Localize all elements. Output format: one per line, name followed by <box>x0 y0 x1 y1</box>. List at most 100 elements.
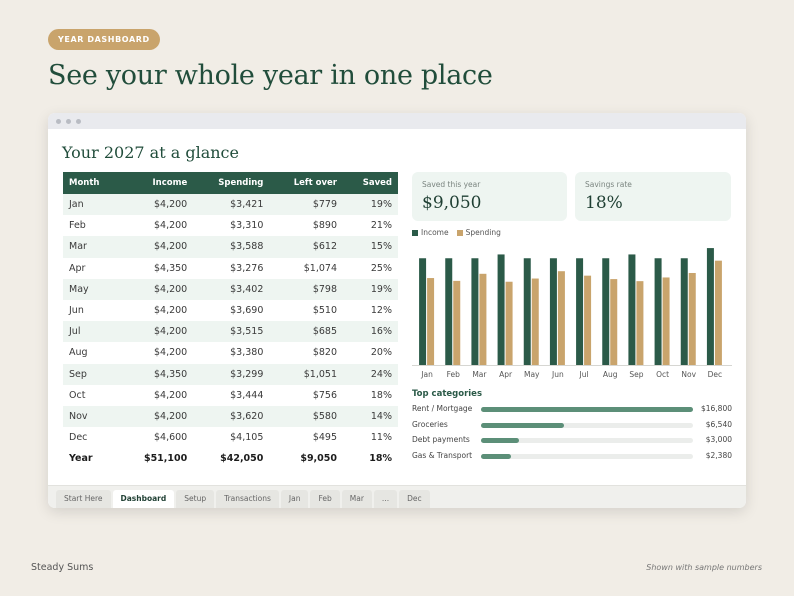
savings-rate-card: Savings rate 18% <box>575 172 731 221</box>
table-cell: $820 <box>312 347 337 359</box>
table-cell: $612 <box>269 236 343 258</box>
tab-dec[interactable]: Dec <box>399 490 430 508</box>
spending-bar-may <box>531 278 539 365</box>
total-cell: $9,050 <box>269 448 343 470</box>
income-bar-jan <box>419 258 427 365</box>
savings-rate-value: 18% <box>585 193 623 213</box>
category-bar-track <box>481 407 693 412</box>
app-window: Your 2027 at a glance Month Income Spend… <box>48 113 746 508</box>
spending-bar-jul <box>584 275 592 365</box>
table-row: Aug $4,200 $3,380 $820 20% <box>63 342 398 363</box>
table-cell: 24% <box>343 363 398 385</box>
category-name: Debt payments <box>412 435 470 444</box>
x-tick-label: Dec <box>708 370 723 379</box>
x-tick-label: Aug <box>603 370 618 379</box>
table-cell: $4,200 <box>119 405 194 428</box>
chart-legend: Income Spending <box>412 228 501 237</box>
income-bar-mar <box>471 258 479 365</box>
tab-start-here[interactable]: Start Here <box>56 490 111 508</box>
table-cell: $3,421 <box>193 194 270 216</box>
table-cell: 21% <box>370 220 392 232</box>
column-header-spending: Spending <box>193 172 270 194</box>
table-cell: Nov <box>63 405 120 428</box>
table-cell: $1,074 <box>303 262 337 274</box>
table-cell: $4,200 <box>119 194 194 216</box>
table-cell: $890 <box>312 220 337 232</box>
spending-bar-jan <box>427 278 435 365</box>
tab-more[interactable]: ... <box>373 490 398 508</box>
window-titlebar <box>48 113 746 129</box>
table-cell: Jul <box>63 321 120 343</box>
table-cell: May <box>63 278 120 300</box>
table-cell: $3,310 <box>230 220 264 232</box>
income-swatch-icon <box>412 229 418 236</box>
table-cell: $3,515 <box>193 321 270 343</box>
brand-name: Steady Sums <box>31 562 94 573</box>
income-spending-chart: Jan Feb Mar Apr May Jun Jul Aug Sep Oct Nov Dec <box>412 248 732 379</box>
table-row: Feb $4,200 $3,310 $890 21% <box>63 215 398 236</box>
column-header-income: Income <box>119 172 194 194</box>
table-cell: $4,200 <box>119 321 194 343</box>
tab-setup[interactable]: Setup <box>176 490 215 508</box>
table-cell: 15% <box>343 236 398 258</box>
table-cell: $3,588 <box>193 236 270 258</box>
category-bar-fill <box>481 422 564 428</box>
table-row: Dec $4,600 $4,105 $495 11% <box>63 427 398 448</box>
column-header-saved: Saved <box>343 172 398 194</box>
x-tick-label: Oct <box>656 370 669 379</box>
table-row: Oct $4,200 $3,444 $756 18% <box>63 385 398 406</box>
table-cell: 16% <box>343 321 398 343</box>
table-cell: 18% <box>370 389 392 401</box>
table-row: Jul $4,200 $3,515 $685 16% <box>63 321 398 343</box>
table-cell: $3,620 <box>193 405 270 428</box>
table-row: Jan $4,200 $3,421 $779 19% <box>63 194 398 216</box>
income-bar-sep <box>628 254 636 365</box>
sample-note: Shown with sample numbers <box>646 563 762 572</box>
table-cell: $798 <box>269 278 343 300</box>
total-cell: 18% <box>343 448 398 470</box>
income-bar-oct <box>654 258 662 365</box>
income-bar-jul <box>576 258 584 365</box>
table-cell: $1,051 <box>269 363 343 385</box>
category-amount: $6,540 <box>705 419 732 429</box>
spending-bar-mar <box>479 273 487 365</box>
year-dashboard-badge: YEAR DASHBOARD <box>48 29 160 50</box>
table-cell: Aug <box>69 347 88 359</box>
x-tick-label: Nov <box>681 370 696 379</box>
total-cell: Year <box>63 448 120 470</box>
table-cell: $4,350 <box>119 363 194 385</box>
tab-jan[interactable]: Jan <box>280 490 309 508</box>
tab-mar[interactable]: Mar <box>341 490 372 508</box>
table-cell: Jun <box>69 305 84 317</box>
sheet-title: Your 2027 at a glance <box>62 143 239 162</box>
category-amount: $16,800 <box>700 404 732 413</box>
income-bar-feb <box>445 258 453 365</box>
spending-bar-oct <box>662 277 670 365</box>
category-bar-fill <box>481 438 519 443</box>
table-cell: $4,200 <box>119 236 194 258</box>
table-cell: $3,276 <box>230 262 264 274</box>
tab-feb[interactable]: Feb <box>310 490 340 508</box>
window-dot-icon <box>56 118 61 124</box>
tab-dashboard[interactable]: Dashboard <box>112 490 175 508</box>
table-cell: $4,200 <box>153 220 188 232</box>
table-cell: $4,200 <box>153 305 188 317</box>
spending-bar-sep <box>636 281 644 365</box>
table-cell: Mar <box>63 236 120 258</box>
table-cell: Sep <box>63 363 120 385</box>
category-row: Rent / Mortgage $16,800 <box>412 404 732 416</box>
spending-swatch-icon <box>456 229 463 236</box>
category-name: Rent / Mortgage <box>412 404 473 413</box>
income-bar-may <box>523 258 531 365</box>
category-amount: $2,380 <box>705 450 732 460</box>
table-cell: 14% <box>343 405 398 428</box>
table-cell: Oct <box>69 389 86 401</box>
table-cell: Jan <box>63 194 120 216</box>
legend-spending-label: Spending <box>465 228 501 237</box>
table-cell: 19% <box>343 194 398 216</box>
headline: See your whole year in one place <box>48 60 493 91</box>
tab-transactions[interactable]: Transactions <box>216 490 279 508</box>
x-tick-label: Jan <box>420 370 433 379</box>
x-tick-label: Sep <box>629 370 643 379</box>
spending-bar-dec <box>714 260 722 365</box>
